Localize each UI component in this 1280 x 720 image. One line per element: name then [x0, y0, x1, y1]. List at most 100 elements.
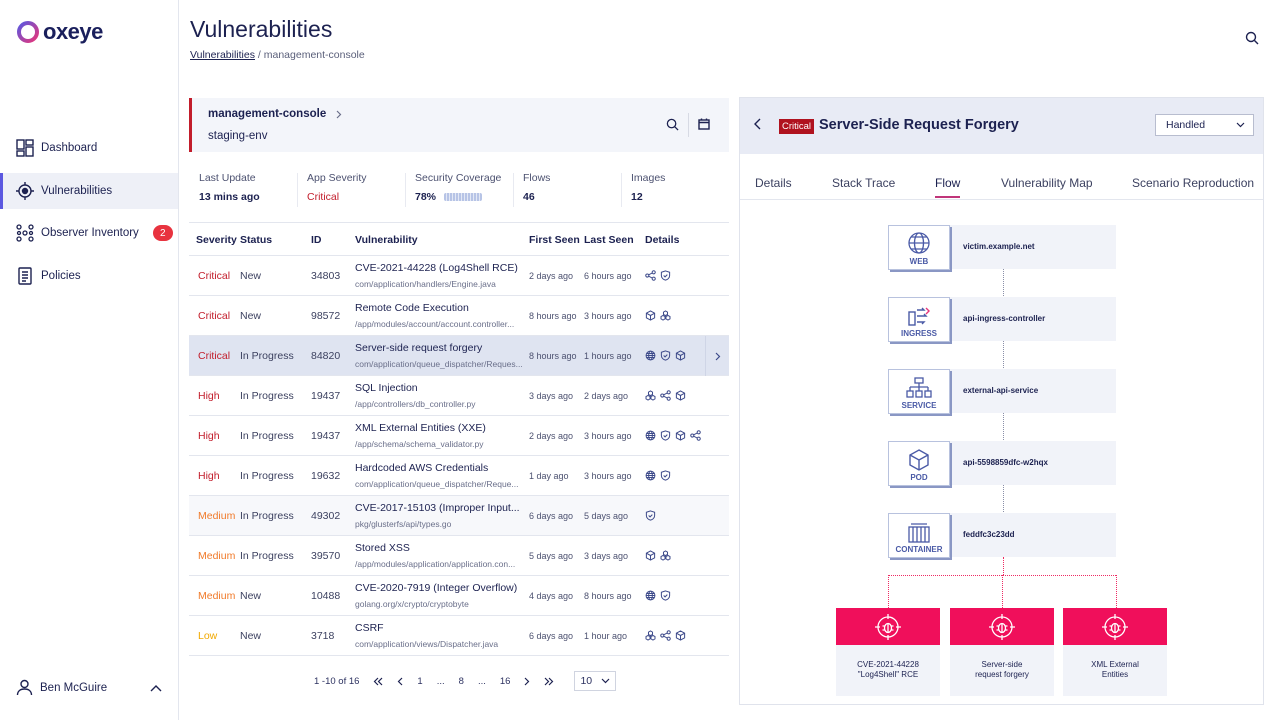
node-type: WEB: [909, 257, 929, 266]
id-label: 19437: [311, 429, 341, 442]
page-8[interactable]: 8: [458, 675, 464, 687]
severity-label: High: [198, 429, 220, 442]
finding-connector: [1116, 575, 1117, 610]
app-name[interactable]: management-console: [208, 108, 342, 120]
search-icon[interactable]: [666, 118, 679, 131]
table-row[interactable]: High In Progress 19437 SQL Injection/app/co…: [189, 376, 729, 416]
cube-icon: [675, 630, 686, 641]
flow-node-ingress[interactable]: INGRESS api-ingress-controller: [888, 297, 1116, 342]
share-icon: [660, 630, 671, 641]
table-row[interactable]: High In Progress 19437 XML External Entitie…: [189, 416, 729, 456]
last-seen: 2 days ago: [584, 390, 629, 401]
vulnerability-cell: Hardcoded AWS Credentials com/application…: [355, 462, 529, 489]
table-row[interactable]: Low New 3718 CSRF com/application/views/Disp…: [189, 616, 729, 656]
globe-icon: [645, 590, 656, 601]
share-icon: [690, 430, 701, 441]
finding-card[interactable]: CVE-2021-44228 "Log4Shell" RCE: [836, 608, 940, 696]
per-page-value: 10: [580, 675, 593, 687]
row-expand-button[interactable]: [705, 336, 729, 376]
last-seen: 3 hours ago: [584, 470, 632, 481]
status-value: Handled: [1166, 119, 1206, 131]
page-16[interactable]: 16: [499, 675, 511, 687]
id-label: 98572: [311, 309, 341, 322]
table-row[interactable]: High In Progress 19632 Hardcoded AWS Creden…: [189, 456, 729, 496]
details-icons: [645, 470, 729, 481]
column-header-last-seen[interactable]: Last Seen: [584, 233, 634, 246]
page-1[interactable]: 1: [417, 675, 423, 687]
network-icon: [16, 224, 34, 242]
shield-icon: [645, 510, 656, 521]
search-icon[interactable]: [1245, 31, 1259, 45]
node-box: SERVICE: [888, 369, 950, 414]
finding-line: request forgery: [975, 670, 1029, 680]
vulnerability-path: com/application/queue_dispatcher/Reques.…: [355, 359, 523, 369]
flow-node-pod[interactable]: POD api-5598859dfc-w2hqx: [888, 441, 1116, 486]
table-row[interactable]: Critical In Progress 84820 Server-side requ…: [189, 336, 729, 376]
finding-card[interactable]: Server-side request forgery: [950, 608, 1054, 696]
node-box: INGRESS: [888, 297, 950, 342]
tab-flow[interactable]: Flow: [935, 176, 961, 198]
status-label: In Progress: [240, 389, 294, 402]
back-icon[interactable]: [753, 118, 762, 130]
breadcrumb-link[interactable]: Vulnerabilities: [190, 49, 255, 61]
prev-page-icon[interactable]: [397, 677, 403, 686]
first-seen: 6 days ago: [529, 630, 574, 641]
cube-icon: [675, 350, 686, 361]
sidebar-item-policies[interactable]: Policies: [0, 258, 178, 294]
user-icon: [16, 679, 33, 696]
finding-header: [950, 608, 1054, 645]
node-type: SERVICE: [901, 401, 937, 410]
last-page-icon[interactable]: [544, 677, 554, 686]
sidebar-item-observer-inventory[interactable]: Observer Inventory 2: [0, 215, 178, 251]
page-title: Vulnerabilities: [190, 16, 333, 42]
vulnerability-name: Server-side request forgery: [355, 342, 483, 354]
stat-label: Flows: [523, 172, 551, 184]
finding-header: [1063, 608, 1167, 645]
severity-label: Medium: [198, 589, 236, 602]
sidebar-item-label: Policies: [41, 269, 81, 282]
sidebar-item-dashboard[interactable]: Dashboard: [0, 130, 178, 166]
service-icon: [906, 377, 932, 398]
table-row[interactable]: Critical New 98572 Remote Code Execution/ap…: [189, 296, 729, 336]
tab-vulnerability-map[interactable]: Vulnerability Map: [1001, 176, 1093, 190]
bug-target-icon: [989, 613, 1015, 640]
first-seen: 4 days ago: [529, 590, 574, 601]
stat-flows: Flows 46: [513, 163, 621, 222]
vulnerability-cell: Server-side request forgery com/applicati…: [355, 342, 529, 369]
last-seen: 1 hours ago: [584, 350, 632, 361]
user-menu[interactable]: Ben McGuire: [16, 679, 162, 696]
column-header-status[interactable]: Status: [240, 233, 273, 246]
column-header-id[interactable]: ID: [311, 233, 322, 246]
calendar-icon[interactable]: [698, 118, 710, 130]
stat-value: 13 mins ago: [199, 191, 260, 203]
flow-connector: [1003, 341, 1004, 368]
logo[interactable]: oxeye: [16, 19, 103, 45]
flow-node-container[interactable]: CONTAINER feddfc3c23dd: [888, 513, 1116, 558]
flow-node-web[interactable]: WEB victim.example.net: [888, 225, 1116, 270]
flow-node-service[interactable]: SERVICE external-api-service: [888, 369, 1116, 414]
chevron-right-icon: [336, 110, 342, 118]
next-page-icon[interactable]: [524, 677, 530, 686]
tab-scenario-reproduction[interactable]: Scenario Reproduction: [1132, 176, 1255, 190]
logo-icon: [17, 21, 39, 43]
finding-text: CVE-2021-44228 "Log4Shell" RCE: [836, 645, 940, 681]
table-row[interactable]: Critical New 34803 CVE-2021-44228 (Log4Shel…: [189, 256, 729, 296]
table-row[interactable]: Medium New 10488 CVE-2020-7919 (Integer Ove…: [189, 576, 729, 616]
finding-card[interactable]: XML External Entities: [1063, 608, 1167, 696]
first-seen: 2 days ago: [529, 430, 574, 441]
tab-details[interactable]: Details: [755, 176, 792, 190]
table-row[interactable]: Medium In Progress 39570 Stored XSS/app/mod…: [189, 536, 729, 576]
sidebar-item-vulnerabilities[interactable]: Vulnerabilities: [0, 172, 178, 209]
column-header-vulnerability[interactable]: Vulnerability: [355, 233, 418, 246]
table-row[interactable]: Medium In Progress 49302 CVE-2017-15103 (Im…: [189, 496, 729, 536]
finding-connector: [888, 575, 889, 610]
first-page-icon[interactable]: [373, 677, 383, 686]
chevron-up-icon[interactable]: [150, 684, 162, 692]
detail-tabs: Details Stack Trace Flow Vulnerability M…: [740, 154, 1263, 200]
column-header-first-seen[interactable]: First Seen: [529, 233, 580, 246]
tab-stack-trace[interactable]: Stack Trace: [832, 176, 896, 190]
status-dropdown[interactable]: Handled: [1155, 114, 1254, 136]
column-header-severity[interactable]: Severity: [189, 234, 240, 246]
stat-value: 46: [523, 191, 535, 203]
per-page-select[interactable]: 10: [574, 671, 617, 691]
